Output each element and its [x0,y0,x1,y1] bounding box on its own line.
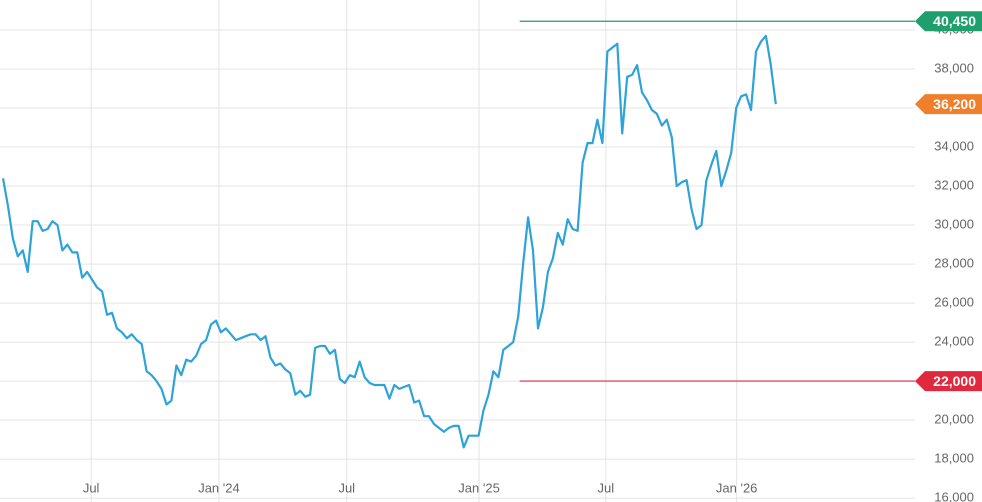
x-tick-label: Jul [83,480,100,495]
y-tick-label: 30,000 [934,216,974,231]
x-tick-label: Jul [338,480,355,495]
x-tick-label: Jan '24 [198,480,240,495]
x-tick-label: Jul [598,480,615,495]
y-tick-label: 28,000 [934,256,974,271]
y-tick-label: 16,000 [934,490,974,502]
price-line [1,34,777,449]
price-badge [915,11,982,32]
y-tick-label: 18,000 [934,451,974,466]
y-tick-label: 24,000 [934,334,974,349]
y-tick-label: 26,000 [934,295,974,310]
price-badge [915,94,982,115]
x-tick-label: Jan '25 [458,480,500,495]
y-tick-label: 38,000 [934,60,974,75]
y-tick-label: 20,000 [934,412,974,427]
price-badge-label: 36,200 [933,96,976,112]
price-badge [915,371,982,392]
y-tick-label: 32,000 [934,177,974,192]
y-tick-label: 34,000 [934,138,974,153]
price-badge-label: 22,000 [933,373,976,389]
price-badge-label: 40,450 [933,13,976,29]
x-tick-label: Jan '26 [716,480,758,495]
